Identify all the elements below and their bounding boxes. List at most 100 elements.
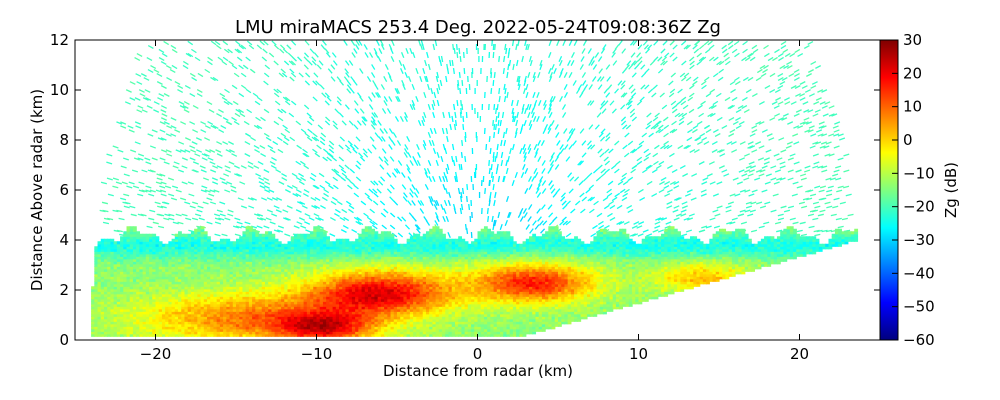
noise-cell bbox=[107, 217, 114, 221]
noise-cell bbox=[649, 60, 655, 66]
noise-cell bbox=[519, 147, 523, 155]
noise-cell bbox=[328, 152, 334, 158]
noise-cell bbox=[425, 220, 431, 226]
noise-cell bbox=[451, 155, 454, 163]
noise-cell bbox=[223, 100, 230, 106]
noise-cell bbox=[550, 120, 555, 126]
noise-cell bbox=[537, 156, 542, 162]
noise-cell bbox=[607, 180, 614, 186]
noise-cell bbox=[533, 99, 538, 107]
noise-cell bbox=[433, 127, 437, 135]
noise-cell bbox=[580, 208, 586, 214]
noise-cell bbox=[353, 124, 359, 130]
noise-cell bbox=[395, 96, 400, 102]
noise-cell bbox=[374, 132, 380, 138]
noise-cell bbox=[551, 96, 556, 102]
noise-cell bbox=[250, 136, 256, 142]
noise-cell bbox=[145, 189, 152, 193]
noise-cell bbox=[657, 229, 664, 233]
noise-cell bbox=[562, 204, 568, 210]
noise-cell bbox=[144, 157, 151, 161]
noise-cell bbox=[372, 188, 378, 194]
noise-cell bbox=[549, 164, 554, 170]
noise-cell bbox=[182, 60, 189, 66]
noise-cell bbox=[490, 67, 492, 75]
noise-cell bbox=[152, 221, 159, 225]
noise-cell bbox=[631, 60, 637, 66]
noise-cell bbox=[503, 55, 506, 63]
noise-cell bbox=[324, 120, 331, 126]
noise-cell bbox=[579, 64, 584, 70]
noise-cell bbox=[581, 196, 588, 202]
noise-cell bbox=[519, 216, 524, 222]
noise-cell bbox=[500, 139, 503, 147]
noise-cell bbox=[149, 145, 156, 149]
noise-cell bbox=[196, 92, 203, 98]
noise-cell bbox=[455, 171, 458, 179]
noise-cell bbox=[494, 219, 497, 227]
noise-cell bbox=[541, 188, 547, 194]
noise-cell bbox=[261, 56, 268, 62]
noise-cell bbox=[343, 40, 348, 46]
noise-cell bbox=[234, 48, 241, 54]
noise-cell bbox=[338, 144, 344, 150]
noise-cell bbox=[159, 121, 166, 125]
noise-cell bbox=[663, 132, 669, 138]
noise-cell bbox=[489, 147, 492, 155]
noise-cell bbox=[213, 189, 220, 193]
noise-cell bbox=[415, 188, 420, 194]
noise-cell bbox=[442, 183, 446, 191]
noise-cell bbox=[494, 123, 498, 131]
noise-cell bbox=[226, 120, 233, 126]
noise-cell bbox=[212, 165, 219, 169]
noise-cell bbox=[321, 196, 328, 202]
noise-cell bbox=[528, 176, 532, 182]
noise-cell bbox=[276, 229, 284, 233]
noise-cell bbox=[131, 169, 139, 173]
noise-cell bbox=[282, 140, 289, 146]
noise-cell bbox=[371, 112, 376, 118]
noise-cell bbox=[148, 193, 155, 197]
noise-cell bbox=[346, 148, 352, 154]
noise-cell bbox=[388, 76, 393, 82]
noise-cell bbox=[409, 47, 413, 55]
noise-cell bbox=[100, 181, 108, 185]
noise-cell bbox=[438, 55, 441, 63]
noise-cell bbox=[254, 213, 261, 217]
noise-cell bbox=[332, 60, 338, 66]
noise-cell bbox=[380, 84, 385, 90]
noise-cell bbox=[203, 153, 210, 157]
noise-cell bbox=[328, 184, 334, 190]
noise-cell bbox=[311, 56, 317, 62]
noise-cell bbox=[540, 228, 546, 234]
noise-cell bbox=[574, 176, 580, 182]
noise-cell bbox=[298, 217, 305, 221]
noise-cell bbox=[253, 124, 260, 130]
noise-cell bbox=[563, 84, 568, 90]
noise-cell bbox=[283, 217, 290, 221]
noise-cell bbox=[324, 92, 330, 98]
noise-cell bbox=[282, 124, 288, 130]
noise-cell bbox=[117, 149, 124, 153]
noise-cell bbox=[170, 117, 177, 121]
noise-cell bbox=[238, 64, 244, 70]
noise-cell bbox=[563, 144, 569, 150]
noise-cell bbox=[217, 56, 224, 62]
noise-cell bbox=[266, 209, 273, 213]
noise-cell bbox=[462, 123, 465, 131]
noise-cell bbox=[218, 217, 225, 221]
noise-cell bbox=[561, 200, 567, 206]
noise-cell bbox=[330, 64, 336, 70]
noise-cell bbox=[464, 135, 467, 143]
noise-cell bbox=[288, 112, 295, 118]
noise-cell bbox=[590, 60, 595, 66]
noise-cell bbox=[351, 228, 358, 234]
noise-cell bbox=[511, 107, 515, 115]
noise-cell bbox=[548, 104, 553, 110]
noise-cell bbox=[148, 217, 155, 221]
noise-cell bbox=[399, 116, 404, 122]
noise-cell bbox=[443, 207, 447, 215]
noise-cell bbox=[459, 55, 462, 63]
noise-cell bbox=[373, 48, 378, 54]
noise-cell bbox=[319, 84, 325, 90]
